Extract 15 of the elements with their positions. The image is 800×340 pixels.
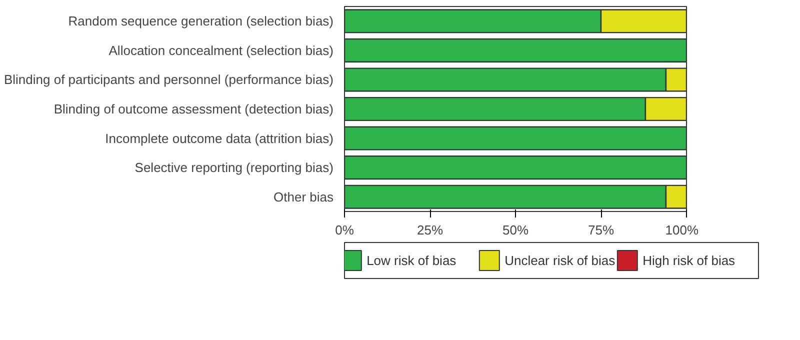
- legend-label: Unclear risk of bias: [504, 253, 616, 268]
- y-tick-label: Allocation concealment (selection bias): [108, 42, 334, 58]
- x-tick-label: 75%: [588, 222, 614, 238]
- legend-label: Low risk of bias: [366, 253, 457, 268]
- x-tick-label: 50%: [502, 222, 529, 238]
- legend-label: High risk of bias: [642, 253, 736, 268]
- y-tick-label: Random sequence generation (selection bias): [68, 14, 334, 29]
- y-tick-label: Incomplete outcome data (attrition bias): [105, 130, 334, 146]
- x-tick-label: 0%: [335, 222, 354, 238]
- y-tick-label: Selective reporting (reporting bias): [134, 160, 334, 176]
- x-tick-label: 25%: [416, 222, 444, 238]
- x-tick-label: 100%: [665, 222, 699, 238]
- y-tick-label: Other bias: [274, 189, 334, 204]
- y-tick-label: Blinding of participants and personnel (performance bias): [4, 72, 334, 88]
- y-tick-label: Blinding of outcome assessment (detection bias): [54, 102, 334, 116]
